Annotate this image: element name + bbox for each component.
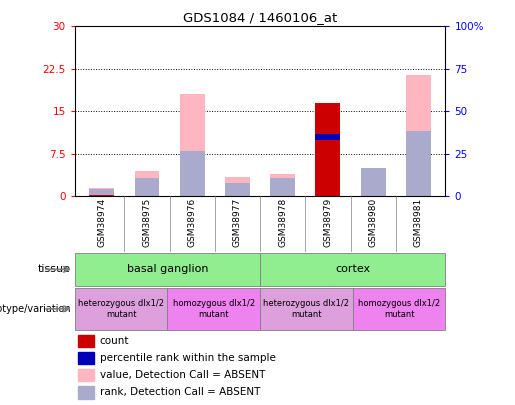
Bar: [78, 352, 94, 364]
Text: homozygous dlx1/2
mutant: homozygous dlx1/2 mutant: [173, 299, 255, 318]
Text: genotype/variation: genotype/variation: [0, 304, 71, 314]
Bar: [270, 174, 295, 196]
Text: GSM38978: GSM38978: [278, 198, 287, 247]
Bar: [225, 183, 250, 196]
Text: basal ganglion: basal ganglion: [127, 264, 208, 274]
Bar: [406, 75, 431, 196]
Text: heterozygous dlx1/2
mutant: heterozygous dlx1/2 mutant: [264, 299, 349, 318]
Text: tissue: tissue: [38, 264, 71, 274]
Text: count: count: [99, 336, 129, 346]
Bar: [167, 288, 260, 330]
Bar: [406, 131, 431, 196]
Bar: [90, 188, 114, 196]
Bar: [260, 288, 353, 330]
Text: GSM38980: GSM38980: [369, 198, 377, 247]
Bar: [316, 103, 340, 196]
Bar: [90, 195, 114, 196]
Bar: [316, 134, 340, 140]
Text: cortex: cortex: [335, 264, 370, 274]
Bar: [134, 171, 160, 196]
Bar: [270, 178, 295, 196]
Bar: [78, 369, 94, 382]
Bar: [360, 171, 386, 196]
Bar: [360, 168, 386, 196]
Text: value, Detection Call = ABSENT: value, Detection Call = ABSENT: [99, 370, 265, 380]
Text: GSM38976: GSM38976: [188, 198, 197, 247]
Bar: [180, 151, 204, 196]
Text: GSM38979: GSM38979: [323, 198, 332, 247]
Bar: [316, 165, 340, 196]
Bar: [260, 253, 445, 286]
Text: GSM38977: GSM38977: [233, 198, 242, 247]
Bar: [353, 288, 445, 330]
Text: rank, Detection Call = ABSENT: rank, Detection Call = ABSENT: [99, 387, 260, 397]
Bar: [90, 189, 114, 196]
Text: homozygous dlx1/2
mutant: homozygous dlx1/2 mutant: [358, 299, 440, 318]
Bar: [78, 386, 94, 399]
Bar: [75, 288, 167, 330]
Bar: [78, 335, 94, 347]
Title: GDS1084 / 1460106_at: GDS1084 / 1460106_at: [183, 11, 337, 24]
Text: GSM38974: GSM38974: [97, 198, 106, 247]
Bar: [316, 137, 340, 196]
Text: heterozygous dlx1/2
mutant: heterozygous dlx1/2 mutant: [78, 299, 164, 318]
Text: percentile rank within the sample: percentile rank within the sample: [99, 353, 276, 363]
Text: GSM38975: GSM38975: [143, 198, 151, 247]
Bar: [180, 94, 204, 196]
Bar: [75, 253, 260, 286]
Text: GSM38981: GSM38981: [414, 198, 423, 247]
Bar: [134, 178, 160, 196]
Bar: [225, 177, 250, 196]
